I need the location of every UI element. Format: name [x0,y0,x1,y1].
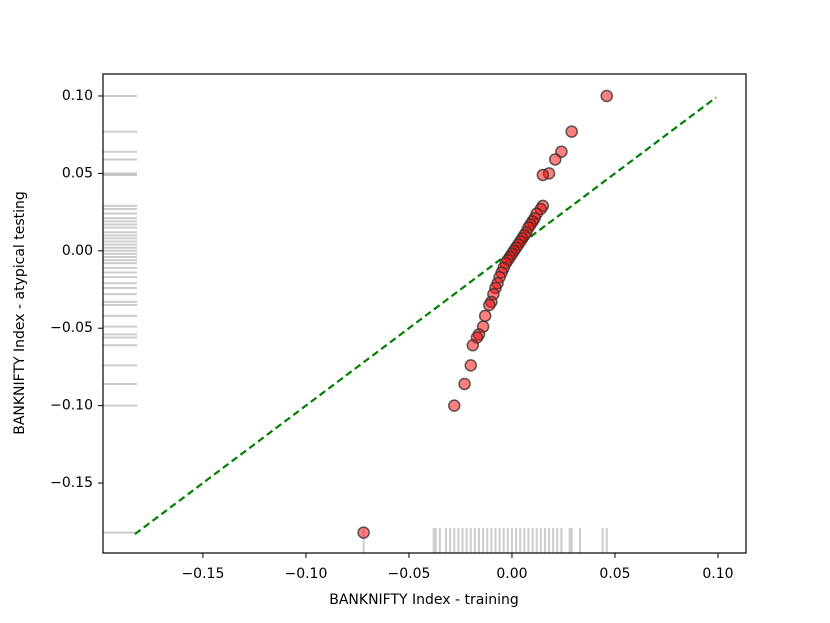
x-tick-label: 0.10 [702,566,733,582]
point [565,125,578,138]
point [478,309,492,323]
point [600,89,613,103]
x-tick-label: 0.00 [496,566,527,582]
x-axis-label: BANKNIFTY Index - training [329,592,519,608]
point [483,298,496,312]
point [464,359,478,372]
y-tick-label: −0.05 [50,320,93,336]
y-tick-label: 0.05 [62,165,93,181]
point [536,168,550,182]
y-axis-label: BANKNIFTY Index - atypical testing [12,191,28,435]
point [548,153,562,166]
x-tick-label: −0.05 [387,566,430,582]
point [466,338,480,352]
y-tick-label: 0.00 [62,243,93,259]
x-tick-label: −0.10 [284,566,327,582]
x-tick-label: 0.05 [599,566,630,582]
plot-frame [102,73,747,554]
x-tick-label: −0.15 [181,566,224,582]
point [357,526,370,539]
point [448,399,461,412]
y-tick-label: −0.15 [50,475,93,491]
y-tick-label: 0.10 [62,88,93,104]
y-tick-label: −0.10 [50,398,93,414]
point [458,377,471,391]
reference-line [134,96,717,535]
